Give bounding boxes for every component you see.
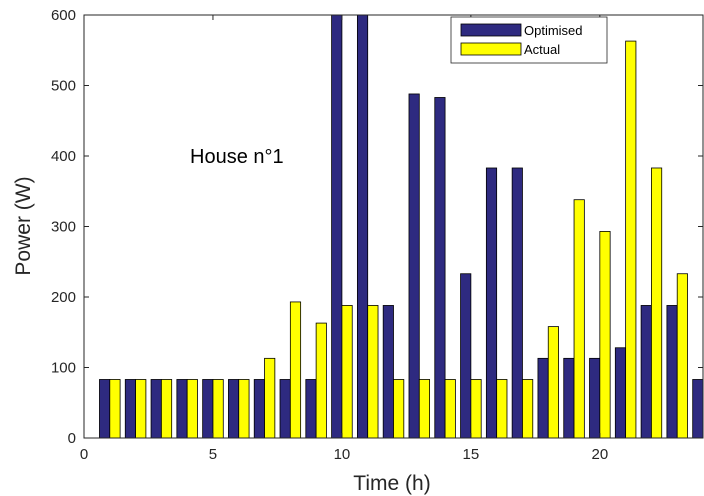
y-tick-label-500: 500	[51, 78, 76, 95]
bar-actual-22	[651, 167, 663, 438]
legend: Optimised Actual	[450, 16, 608, 64]
bar-optimised-5	[202, 379, 214, 438]
bar-optimised-3	[150, 379, 162, 438]
x-tick-label-15: 15	[463, 446, 480, 463]
bar-optimised-11	[356, 15, 369, 438]
bar-optimised-7	[253, 379, 265, 438]
y-tick-label-600: 600	[51, 7, 76, 24]
bar-actual-7	[264, 357, 276, 438]
x-tick-label-20: 20	[591, 446, 608, 463]
bar-actual-5	[212, 379, 224, 438]
bar-optimised-4	[176, 379, 188, 438]
y-tick-label-400: 400	[51, 148, 76, 165]
x-tick-label-10: 10	[334, 446, 351, 463]
bar-actual-9	[315, 322, 327, 438]
bar-optimised-6	[228, 379, 240, 438]
bar-optimised-12	[382, 305, 394, 438]
bar-optimised-8	[279, 379, 291, 438]
bar-optimised-16	[485, 167, 498, 438]
y-tick-label-100: 100	[51, 360, 76, 377]
bar-actual-12	[393, 379, 405, 438]
bar-actual-11	[367, 305, 379, 438]
bar-optimised-17	[511, 167, 523, 438]
bar-actual-17	[522, 379, 534, 438]
bar-actual-8	[289, 301, 302, 438]
bar-optimised-21	[614, 347, 627, 438]
bar-optimised-18	[537, 357, 549, 438]
bar-actual-10	[341, 305, 353, 438]
bar-actual-14	[444, 379, 456, 438]
y-tick-label-0: 0	[68, 430, 76, 447]
bar-actual-16	[496, 379, 508, 438]
legend-label-optimised: Optimised	[524, 23, 583, 38]
bar-optimised-19	[563, 357, 575, 438]
bar-actual-13	[418, 379, 431, 438]
bar-optimised-9	[305, 379, 317, 438]
y-tick-label-300: 300	[51, 219, 76, 236]
bar-optimised-15	[460, 273, 472, 438]
legend-swatch-optimised	[460, 23, 522, 37]
bar-actual-2	[135, 379, 147, 438]
bar-actual-19	[573, 199, 585, 438]
bar-optimised-20	[589, 357, 601, 438]
x-axis-label: Time (h)	[353, 472, 430, 495]
legend-label-actual: Actual	[524, 42, 560, 57]
bar-optimised-14	[434, 97, 446, 438]
bar-actual-23	[676, 273, 688, 438]
bar-actual-21	[625, 40, 637, 438]
bar-optimised-1	[99, 379, 111, 438]
bar-optimised-2	[124, 379, 136, 438]
y-axis-label: Power (W)	[12, 176, 35, 275]
bar-actual-18	[547, 326, 559, 438]
bar-actual-3	[160, 379, 173, 438]
y-tick-label-200: 200	[51, 289, 76, 306]
x-tick-label-0: 0	[80, 446, 88, 463]
bar-optimised-24	[692, 379, 703, 438]
bar-optimised-13	[408, 93, 420, 438]
legend-swatch-actual	[460, 42, 522, 56]
bar-actual-1	[109, 379, 121, 438]
bars-group	[99, 15, 703, 438]
bar-actual-4	[186, 379, 198, 438]
chart-annotation: House n°1	[190, 146, 284, 168]
bar-optimised-22	[640, 305, 652, 438]
bar-optimised-23	[666, 305, 678, 438]
x-tick-label-5: 5	[209, 446, 217, 463]
bar-optimised-10	[331, 15, 343, 438]
bar-actual-20	[599, 231, 611, 438]
bar-actual-15	[470, 379, 482, 438]
bar-actual-6	[238, 379, 250, 438]
